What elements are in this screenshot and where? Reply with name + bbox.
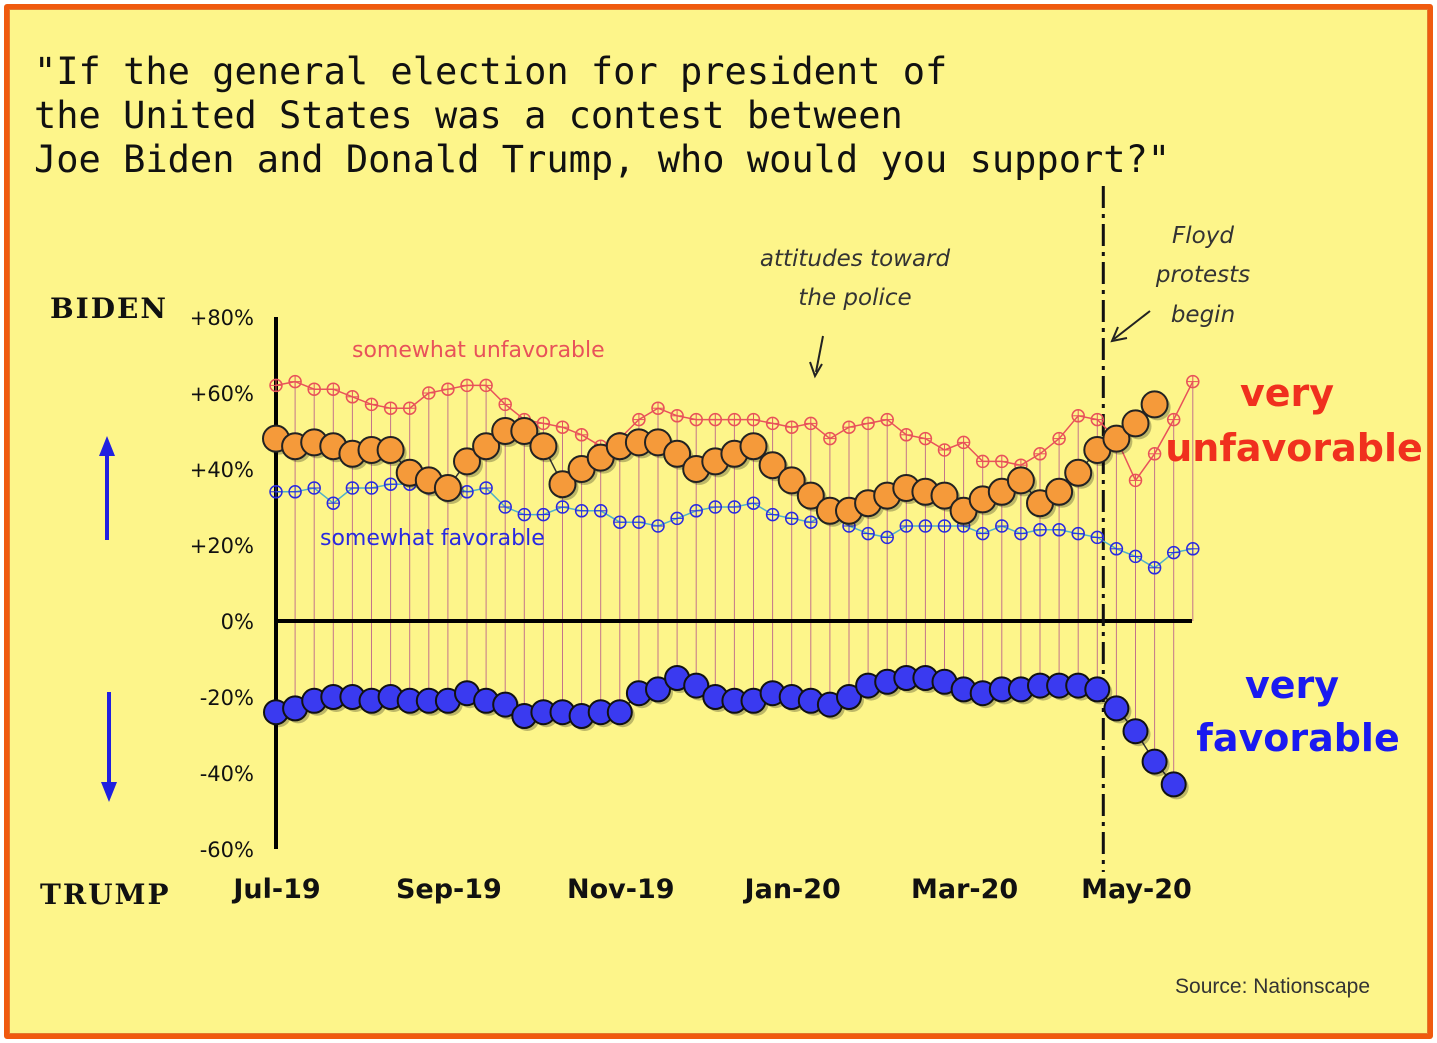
y-tick-label: -20% bbox=[200, 686, 254, 710]
somewhat-favorable-label: somewhat favorable bbox=[320, 526, 545, 551]
y-tick-label: +80% bbox=[190, 306, 254, 330]
floyd-annotation-line-2: protests bbox=[1155, 262, 1250, 288]
very-unfavorable-point bbox=[453, 447, 481, 476]
police-arrow-icon bbox=[809, 335, 824, 379]
very-unfavorable-point bbox=[548, 470, 577, 499]
x-tick-label: Jul-19 bbox=[231, 874, 320, 905]
very-unfavorable-point bbox=[529, 432, 558, 461]
very-unfavorable-point bbox=[376, 436, 405, 464]
very-unfavorable-point bbox=[1064, 458, 1093, 487]
axes bbox=[274, 317, 1192, 849]
x-tick-label: Sep-19 bbox=[396, 874, 502, 905]
police-annotation-line-1: attitudes toward bbox=[760, 246, 951, 272]
x-tick-label: Jan-20 bbox=[743, 874, 841, 905]
very-unfavorable-label-line-1: very bbox=[1240, 371, 1334, 415]
chart-title-line-3: Joe Biden and Donald Trump, who would yo… bbox=[34, 138, 1170, 181]
very-unfavorable-point bbox=[663, 439, 692, 468]
y-tick-label: 0% bbox=[221, 610, 254, 634]
floyd-annotation-line-3: begin bbox=[1171, 302, 1235, 328]
very-unfavorable-label-line-2: unfavorable bbox=[1165, 426, 1423, 470]
up-arrow-icon bbox=[99, 436, 115, 540]
very-favorable-point bbox=[1160, 771, 1187, 798]
y-tick-label: -60% bbox=[200, 838, 254, 862]
very-unfavorable-point bbox=[777, 466, 806, 495]
y-axis-tick-labels: +80% +60% +40% +20% 0% -20% -40% -60% bbox=[190, 306, 254, 862]
very-favorable-label-line-2: favorable bbox=[1196, 716, 1399, 760]
very-favorable-point bbox=[1122, 718, 1149, 745]
very-favorable-point bbox=[1103, 695, 1130, 722]
x-tick-label: Mar-20 bbox=[911, 874, 1018, 905]
x-tick-label: May-20 bbox=[1081, 874, 1192, 905]
series-somewhat-favorable bbox=[269, 477, 1200, 575]
very-unfavorable-point bbox=[930, 481, 959, 510]
very-favorable-point bbox=[492, 691, 519, 718]
y-tick-label: +60% bbox=[190, 382, 254, 406]
very-unfavorable-point bbox=[1121, 409, 1150, 438]
floyd-arrow-icon bbox=[1110, 310, 1151, 343]
very-favorable-point bbox=[683, 672, 710, 699]
floyd-annotation-line-1: Floyd bbox=[1172, 223, 1234, 249]
chart-title-line-2: the United States was a contest between bbox=[34, 94, 903, 137]
very-unfavorable-point bbox=[1006, 466, 1035, 495]
very-unfavorable-point bbox=[758, 451, 787, 480]
chart-title-line-1: "If the general election for president o… bbox=[34, 50, 947, 93]
very-favorable-point bbox=[1084, 676, 1111, 703]
series-very-favorable bbox=[263, 665, 1189, 800]
chart-frame bbox=[4, 4, 1433, 1039]
very-unfavorable-point bbox=[1102, 424, 1131, 453]
biden-label: BIDEN bbox=[50, 292, 168, 325]
very-unfavorable-point bbox=[796, 481, 825, 510]
very-unfavorable-point bbox=[1045, 477, 1074, 506]
x-tick-label: Nov-19 bbox=[567, 874, 675, 905]
very-unfavorable-point bbox=[433, 474, 462, 502]
very-unfavorable-point bbox=[472, 432, 501, 461]
series-very-unfavorable bbox=[262, 390, 1171, 527]
x-axis-tick-labels: Jul-19 Sep-19 Nov-19 Jan-20 Mar-20 May-20 bbox=[231, 874, 1191, 905]
very-favorable-point bbox=[645, 676, 671, 703]
very-favorable-point bbox=[1141, 748, 1168, 775]
y-tick-label: -40% bbox=[200, 762, 254, 786]
y-tick-label: +20% bbox=[190, 534, 254, 558]
y-tick-label: +40% bbox=[190, 458, 254, 482]
very-unfavorable-point bbox=[739, 432, 768, 461]
trump-label: TRUMP bbox=[40, 878, 171, 911]
down-arrow-icon bbox=[101, 692, 117, 802]
somewhat-unfavorable-label: somewhat unfavorable bbox=[352, 338, 605, 363]
source-note: Source: Nationscape bbox=[1175, 975, 1370, 998]
very-favorable-point bbox=[836, 684, 862, 710]
police-annotation-line-2: the police bbox=[798, 285, 911, 311]
very-favorable-point bbox=[606, 699, 633, 726]
very-unfavorable-point bbox=[510, 417, 539, 445]
very-favorable-label-line-1: very bbox=[1245, 663, 1339, 707]
very-unfavorable-point bbox=[1140, 390, 1169, 419]
